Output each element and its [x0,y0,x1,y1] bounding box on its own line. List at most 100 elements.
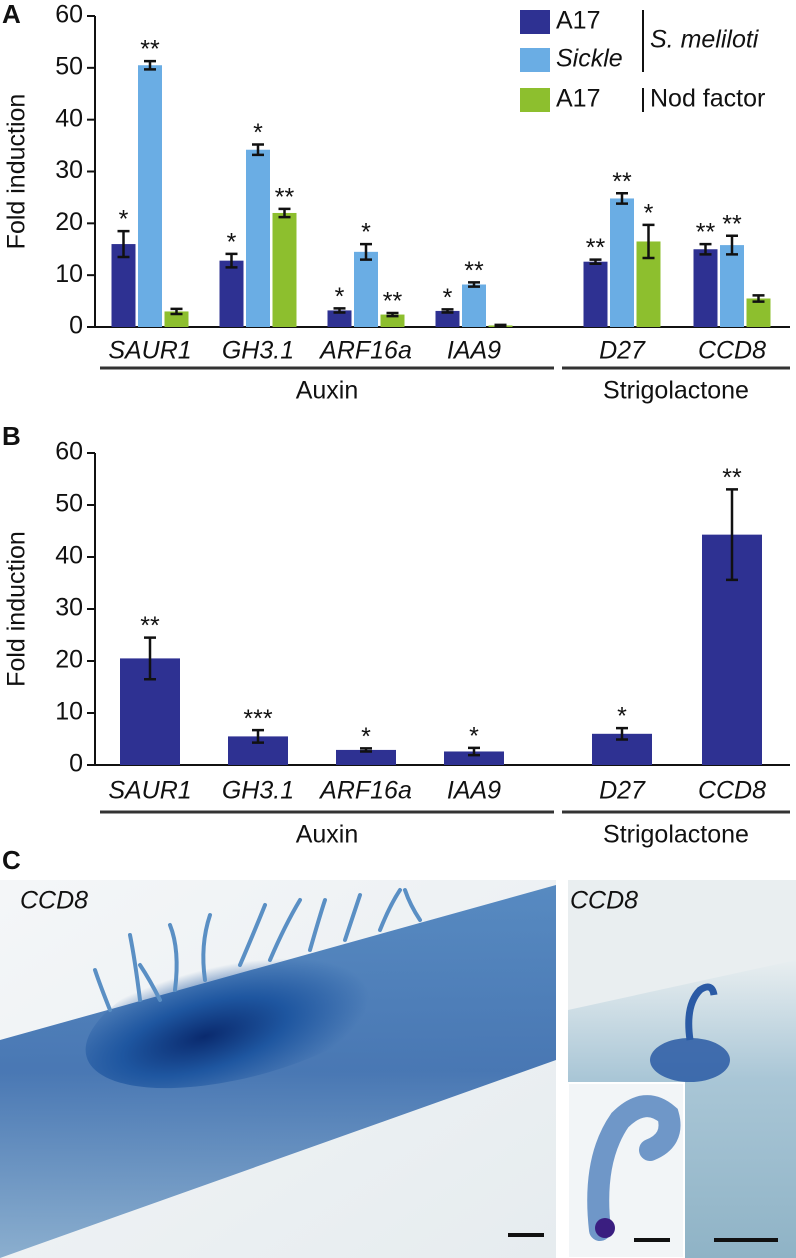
error-bar [278,207,291,219]
x-tick-label: D27 [599,337,646,365]
bar [246,149,270,327]
significance: ** [612,168,632,196]
group-label: Auxin [296,821,359,849]
x-tick-label: SAUR1 [108,777,191,805]
y-tick-label: 10 [55,698,83,726]
y-tick-label: 30 [55,156,83,184]
bar [693,249,718,327]
bar [720,245,744,327]
error-bar [360,242,372,261]
bar [272,212,297,327]
group-label: Strigolactone [603,377,749,405]
y-tick-label: 60 [55,438,83,466]
x-tick-label: D27 [599,777,646,805]
significance: * [335,283,345,311]
y-tick-label: 0 [69,750,83,778]
x-tick-label: ARF16a [318,777,412,805]
bar [380,314,405,327]
legend-group-label: S. meliloti [650,26,760,54]
significance: ** [140,36,160,64]
bar [164,311,189,327]
scale-bar [714,1238,778,1242]
scale-bar [634,1238,670,1242]
y-tick-label: 10 [55,260,83,288]
inset-stain [595,1218,615,1238]
error-bar [642,223,655,260]
photo-panel: C CCD8 CCD8 [0,845,796,1258]
error-bar [616,726,628,741]
significance: ** [722,210,742,238]
infection-site [650,1038,730,1082]
legend-swatch [520,88,550,112]
x-tick-label: GH3.1 [222,337,294,365]
y-tick-label: 40 [55,542,83,570]
significance: *** [243,705,272,733]
group-label: Auxin [296,377,359,405]
bar [327,310,352,327]
bar [219,260,244,327]
bar [610,198,634,327]
bar [444,751,504,765]
y-tick-label: 20 [55,208,83,236]
significance: ** [722,464,742,492]
significance: ** [275,183,295,211]
x-tick-label: IAA9 [447,777,501,805]
y-axis-label: Fold induction [3,531,31,687]
panel-label: A [2,0,21,29]
panel-label: B [2,421,21,451]
bar [435,310,460,327]
group-label: Strigolactone [603,821,749,849]
error-bar [170,307,183,316]
panel-label: C [2,845,21,875]
x-tick-label: CCD8 [698,777,766,805]
bar [583,261,608,327]
error-bar [468,746,480,757]
error-bar [333,307,346,314]
error-bar [589,258,602,266]
error-bar [468,281,480,288]
error-bar [752,294,765,303]
legend-swatch [520,10,550,34]
significance: * [443,284,453,312]
significance: ** [586,234,606,262]
x-tick-label: ARF16a [318,337,412,365]
root-hair [685,983,718,1041]
legend-label: A17 [556,85,600,113]
bar [336,749,396,765]
error-bar [360,747,372,753]
significance: * [361,219,371,247]
error-bar [616,192,628,205]
y-tick-label: 50 [55,490,83,518]
error-bar [225,252,238,269]
root [0,885,556,1258]
x-tick-label: CCD8 [698,337,766,365]
x-tick-label: IAA9 [447,337,501,365]
significance: * [617,703,627,731]
legend-label: Sickle [556,45,623,73]
y-tick-label: 20 [55,646,83,674]
scale-bar [508,1233,544,1237]
nodule [85,931,415,1089]
legend-group-label: Nod factor [650,85,765,113]
y-tick-label: 40 [55,104,83,132]
x-tick-label: SAUR1 [108,337,191,365]
significance: ** [696,219,716,247]
significance: ** [140,612,160,640]
photo-label: CCD8 [20,887,88,915]
error-bar [726,488,738,582]
y-tick-label: 60 [55,1,83,29]
error-bar [252,728,264,744]
significance: ** [383,288,403,316]
significance: ** [464,257,484,285]
bar [354,251,378,327]
y-axis-label: Fold induction [3,94,31,250]
error-bar [386,311,399,318]
error-bar [441,308,454,314]
error-bar [144,59,156,71]
significance: * [253,119,263,147]
bar [462,284,486,327]
legend-label: A17 [556,7,600,35]
photo-label: CCD8 [570,887,638,915]
significance: * [469,722,479,750]
